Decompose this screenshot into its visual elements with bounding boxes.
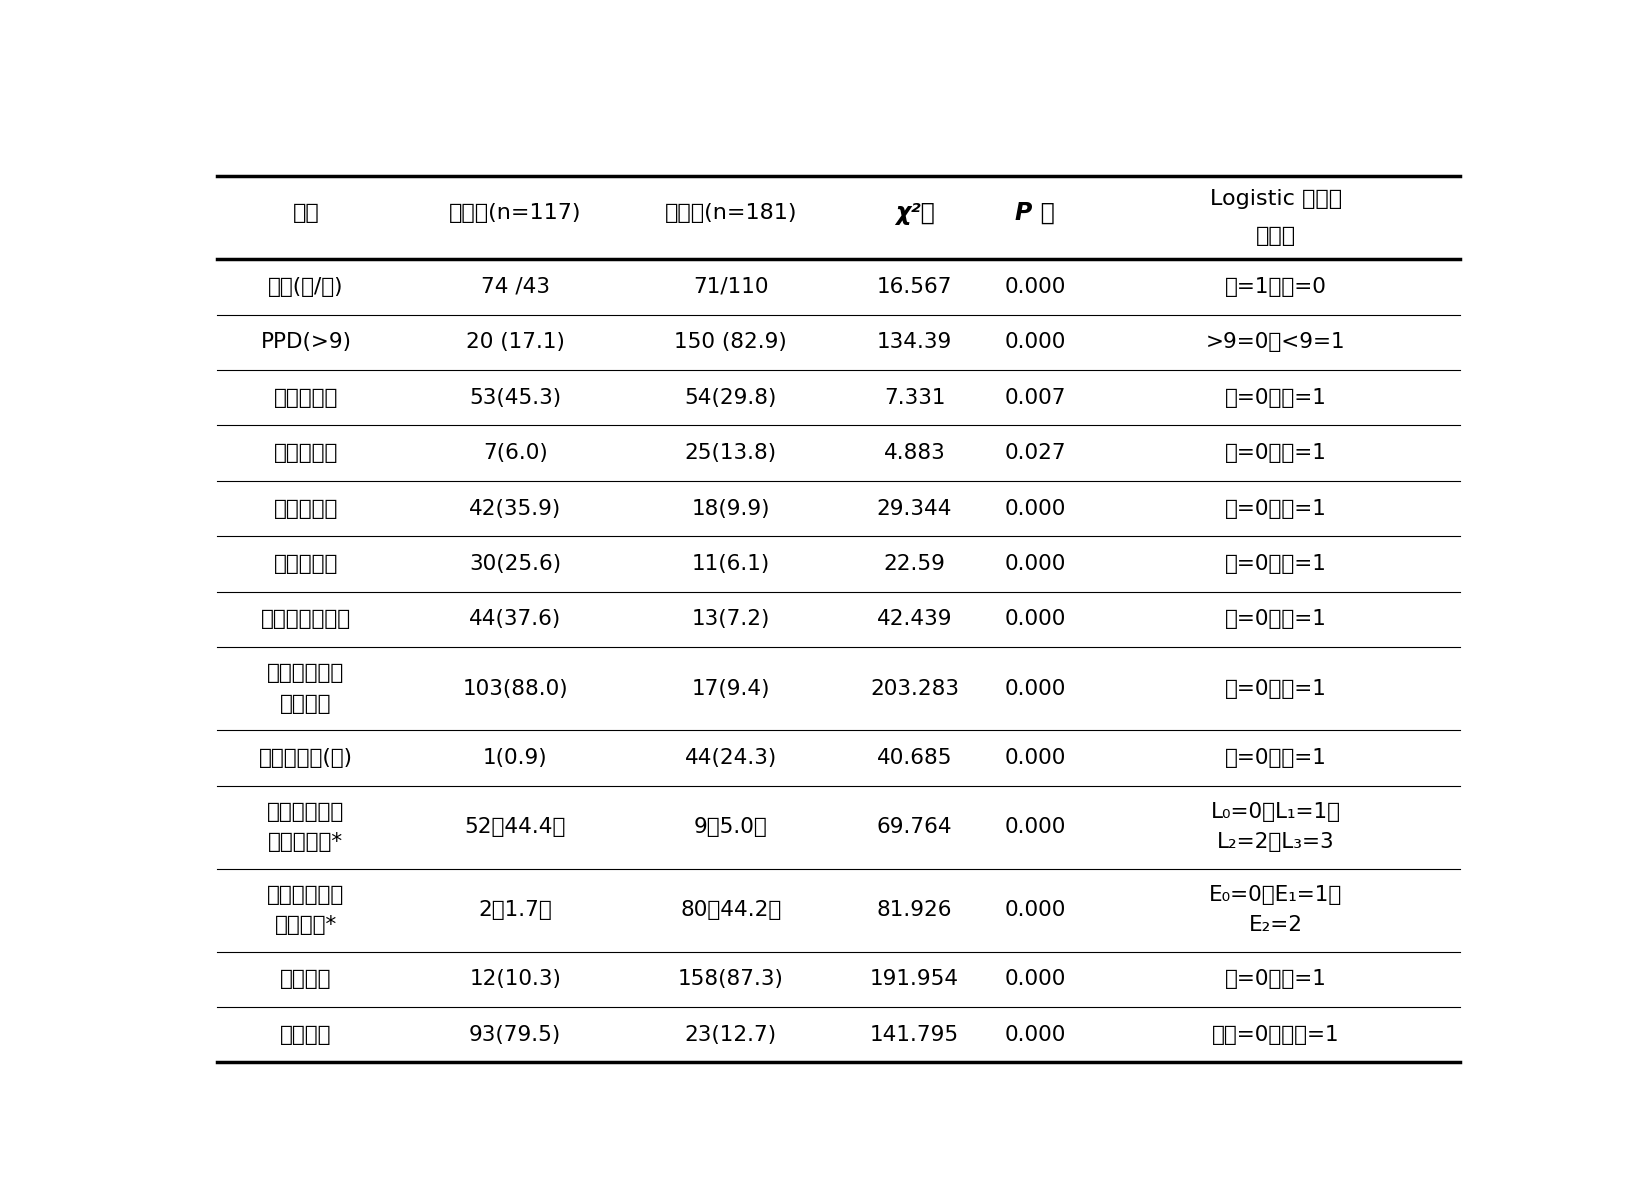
Text: 性别(女/男): 性别(女/男) [268, 277, 344, 297]
Text: 病理网染: 病理网染 [280, 1025, 332, 1044]
Text: 23(12.7): 23(12.7) [684, 1025, 777, 1044]
Text: 13(7.2): 13(7.2) [692, 609, 771, 629]
Text: 40.685: 40.685 [877, 748, 952, 767]
Text: 1(0.9): 1(0.9) [483, 748, 548, 767]
Text: 71/110: 71/110 [694, 277, 769, 297]
Text: 0.000: 0.000 [1005, 499, 1065, 518]
Text: 干咳（有）: 干咳（有） [273, 387, 339, 408]
Text: 16.567: 16.567 [877, 277, 952, 297]
Text: 无=0，有=1: 无=0，有=1 [1225, 499, 1327, 518]
Text: 74 /43: 74 /43 [481, 277, 550, 297]
Text: 22.59: 22.59 [883, 554, 946, 574]
Text: 0.000: 0.000 [1005, 277, 1065, 297]
Text: E₂=2: E₂=2 [1248, 915, 1302, 935]
Text: 男=1，女=0: 男=1，女=0 [1225, 277, 1327, 297]
Text: 2（1.7）: 2（1.7） [478, 900, 551, 920]
Text: 0.000: 0.000 [1005, 748, 1065, 767]
Text: 25(13.8): 25(13.8) [684, 444, 777, 463]
Text: 无=0，有=1: 无=0，有=1 [1225, 387, 1327, 408]
Text: 29.344: 29.344 [877, 499, 952, 518]
Text: 191.954: 191.954 [870, 970, 959, 989]
Text: 有=0，无=1: 有=0，无=1 [1225, 444, 1327, 463]
Text: 肺部核素表现: 肺部核素表现 [267, 885, 345, 905]
Text: 80（44.2）: 80（44.2） [681, 900, 782, 920]
Text: 54(29.8): 54(29.8) [684, 387, 777, 408]
Text: 0.000: 0.000 [1005, 900, 1065, 920]
Text: 结节病(n=117): 结节病(n=117) [448, 203, 581, 223]
Text: >9=0，<9=1: >9=0，<9=1 [1206, 332, 1346, 353]
Text: 有=0，无=1: 有=0，无=1 [1225, 748, 1327, 767]
Text: 9（5.0）: 9（5.0） [694, 817, 767, 837]
Text: PPD(>9): PPD(>9) [260, 332, 352, 353]
Text: 有=0，无=1: 有=0，无=1 [1225, 970, 1327, 989]
Text: 17(9.4): 17(9.4) [692, 679, 771, 699]
Text: 0.000: 0.000 [1005, 970, 1065, 989]
Text: 203.283: 203.283 [870, 679, 959, 699]
Text: 44(37.6): 44(37.6) [470, 609, 561, 629]
Text: 气促（有）: 气促（有） [273, 554, 339, 574]
Text: 空洞和钙化(有): 空洞和钙化(有) [258, 748, 353, 767]
Text: 肺外表现（有）: 肺外表现（有） [260, 609, 352, 629]
Text: 7.331: 7.331 [883, 387, 946, 408]
Text: 42(35.9): 42(35.9) [470, 499, 561, 518]
Text: 158(87.3): 158(87.3) [677, 970, 784, 989]
Text: 18(9.9): 18(9.9) [692, 499, 771, 518]
Text: 0.000: 0.000 [1005, 679, 1065, 699]
Text: 位（正常）*: 位（正常）* [268, 832, 344, 852]
Text: 0.000: 0.000 [1005, 609, 1065, 629]
Text: 12(10.3): 12(10.3) [470, 970, 561, 989]
Text: 44(24.3): 44(24.3) [684, 748, 777, 767]
Text: 42.439: 42.439 [877, 609, 952, 629]
Text: 20 (17.1): 20 (17.1) [466, 332, 564, 353]
Text: 52（44.4）: 52（44.4） [465, 817, 566, 837]
Text: 结核病(n=181): 结核病(n=181) [664, 203, 797, 223]
Text: 0.027: 0.027 [1005, 444, 1065, 463]
Text: 无=0，有=1: 无=0，有=1 [1225, 554, 1327, 574]
Text: 0.000: 0.000 [1005, 554, 1065, 574]
Text: 53(45.3): 53(45.3) [470, 387, 561, 408]
Text: 变量: 变量 [293, 203, 319, 223]
Text: 痰血（有）: 痰血（有） [273, 444, 339, 463]
Text: 4.883: 4.883 [883, 444, 946, 463]
Text: 11(6.1): 11(6.1) [692, 554, 771, 574]
Text: 69.764: 69.764 [877, 817, 952, 837]
Text: 胸闷（有）: 胸闷（有） [273, 499, 339, 518]
Text: 7(6.0): 7(6.0) [483, 444, 548, 463]
Text: 无=0，有=1: 无=0，有=1 [1225, 609, 1327, 629]
Text: 0.000: 0.000 [1005, 1025, 1065, 1044]
Text: 病理坏死: 病理坏死 [280, 970, 332, 989]
Text: 减少=0，增加=1: 减少=0，增加=1 [1212, 1025, 1340, 1044]
Text: 0.000: 0.000 [1005, 817, 1065, 837]
Text: P 值: P 值 [1014, 201, 1055, 225]
Text: 141.795: 141.795 [870, 1025, 959, 1044]
Text: χ²值: χ²值 [895, 201, 934, 225]
Text: 103(88.0): 103(88.0) [463, 679, 568, 699]
Text: 134.39: 134.39 [877, 332, 952, 353]
Text: 纵隔淋巴结肿: 纵隔淋巴结肿 [267, 663, 345, 683]
Text: 30(25.6): 30(25.6) [470, 554, 561, 574]
Text: 81.926: 81.926 [877, 900, 952, 920]
Text: 93(79.5): 93(79.5) [470, 1025, 561, 1044]
Text: 大并对称: 大并对称 [280, 694, 332, 713]
Text: 150 (82.9): 150 (82.9) [674, 332, 787, 353]
Text: 无=0，有=1: 无=0，有=1 [1225, 679, 1327, 699]
Text: 肺部影像学部: 肺部影像学部 [267, 802, 345, 821]
Text: L₂=2，L₃=3: L₂=2，L₃=3 [1217, 832, 1335, 852]
Text: L₀=0，L₁=1，: L₀=0，L₁=1， [1211, 802, 1342, 821]
Text: E₀=0，E₁=1，: E₀=0，E₁=1， [1209, 885, 1343, 905]
Text: 0.000: 0.000 [1005, 332, 1065, 353]
Text: 量赋值: 量赋值 [1256, 227, 1296, 246]
Text: Logistic 分析变: Logistic 分析变 [1209, 189, 1342, 210]
Text: 0.007: 0.007 [1005, 387, 1065, 408]
Text: （正常）*: （正常）* [275, 915, 337, 935]
